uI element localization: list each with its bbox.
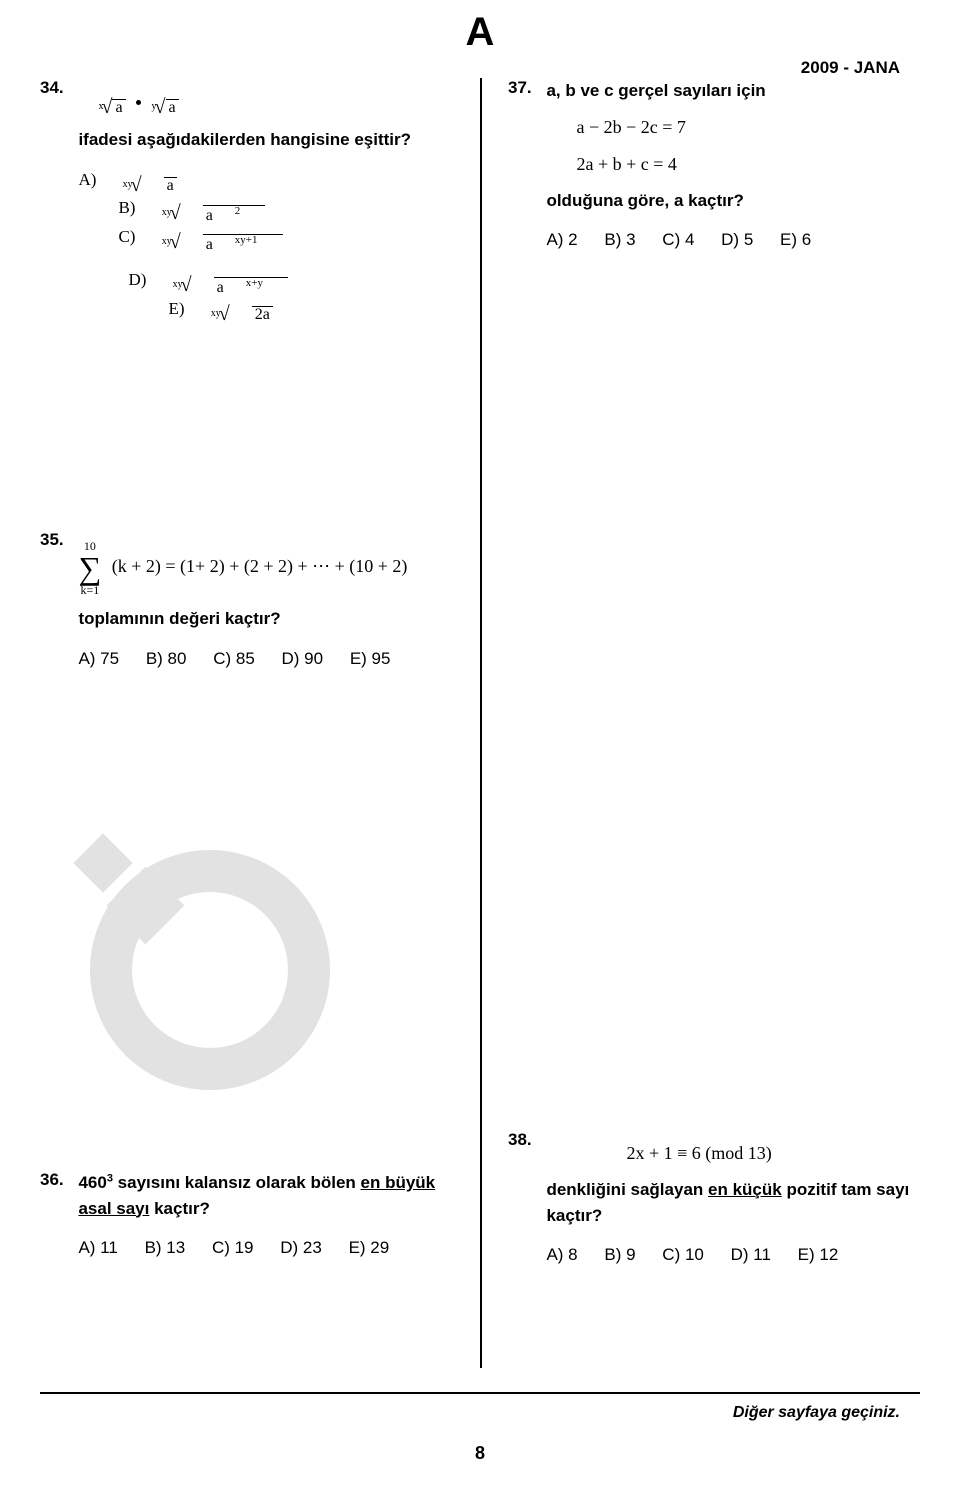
sigma-icon: 10 ∑ k=1: [78, 540, 101, 596]
question-intro: a, b ve c gerçel sayıları için: [546, 78, 926, 104]
question-prompt: ifadesi aşağıdakilerden hangisine eşitti…: [78, 127, 458, 153]
choice-d: D) 23: [280, 1238, 322, 1257]
choice-d: D) xy√ax+y: [128, 270, 332, 289]
choice-e: E) 29: [349, 1238, 390, 1257]
exam-page: A 2009 - JANA 34. x√a y√a ifadesi aş: [0, 0, 960, 1494]
year-tag: 2009 - JANA: [801, 58, 900, 78]
question-number: 37.: [508, 78, 542, 98]
question-36: 36. 4603 sayısını kalansız olarak bölen …: [40, 1170, 460, 1261]
choice-a: A) 2: [546, 230, 577, 249]
question-number: 36.: [40, 1170, 74, 1190]
choice-a: A) 75: [78, 649, 119, 668]
watermark-logo: [70, 830, 350, 1110]
choice-d: D) 11: [731, 1245, 771, 1264]
question-number: 38.: [508, 1130, 542, 1150]
choice-b: B) 13: [145, 1238, 186, 1257]
choice-c: C) 19: [212, 1238, 254, 1257]
equation-1: a − 2b − 2c = 7: [576, 114, 926, 141]
horizontal-divider: [40, 1392, 920, 1394]
choice-b: B) 9: [604, 1245, 635, 1264]
question-number: 35.: [40, 530, 74, 550]
choice-c: C) xy√axy+1: [118, 227, 326, 246]
question-37: 37. a, b ve c gerçel sayıları için a − 2…: [508, 78, 928, 253]
footer-note: Diğer sayfaya geçiniz.: [733, 1404, 900, 1422]
question-34: 34. x√a y√a ifadesi aşağıdakilerden hang…: [40, 78, 460, 324]
choice-e: E) 12: [798, 1245, 839, 1264]
congruence-eq: 2x + 1 ≡ 6 (mod 13): [626, 1140, 926, 1167]
choice-e: E) xy√2a: [168, 299, 316, 318]
page-header-letter: A: [466, 10, 495, 55]
choice-b: B) 80: [146, 649, 187, 668]
choice-d: D) 5: [721, 230, 753, 249]
choice-a: A) xy√a: [78, 170, 220, 189]
vertical-divider: [480, 78, 482, 1368]
page-number: 8: [475, 1443, 485, 1464]
dot-operator-icon: [136, 100, 141, 105]
equation-2: 2a + b + c = 4: [576, 151, 926, 178]
choice-e: E) 95: [350, 649, 391, 668]
choice-c: C) 4: [662, 230, 694, 249]
choice-a: A) 11: [78, 1238, 117, 1257]
question-number: 34.: [40, 78, 74, 98]
question-prompt: denkliğini sağlayan en küçük pozitif tam…: [546, 1177, 926, 1228]
sum-expression: (k + 2) = (1+ 2) + (2 + 2) + ⋯ + (10 + 2…: [112, 556, 408, 576]
choice-a: A) 8: [546, 1245, 577, 1264]
choice-e: E) 6: [780, 230, 811, 249]
choice-b: B) xy√a2: [118, 198, 309, 217]
question-38: 38. 2x + 1 ≡ 6 (mod 13) denkliğini sağla…: [508, 1130, 928, 1268]
choice-b: B) 3: [604, 230, 635, 249]
choice-d: D) 90: [282, 649, 324, 668]
question-prompt: toplamının değeri kaçtır?: [78, 606, 458, 632]
choice-c: C) 85: [213, 649, 255, 668]
root-expr: x√a: [98, 97, 125, 117]
root-expr: y√a: [152, 97, 179, 117]
question-prompt: olduğuna göre, a kaçtır?: [546, 188, 926, 214]
choice-c: C) 10: [662, 1245, 704, 1264]
question-prompt: 4603 sayısını kalansız olarak bölen en b…: [78, 1173, 435, 1218]
question-35: 35. 10 ∑ k=1 (k + 2) = (1+ 2) + (2 + 2) …: [40, 530, 460, 671]
